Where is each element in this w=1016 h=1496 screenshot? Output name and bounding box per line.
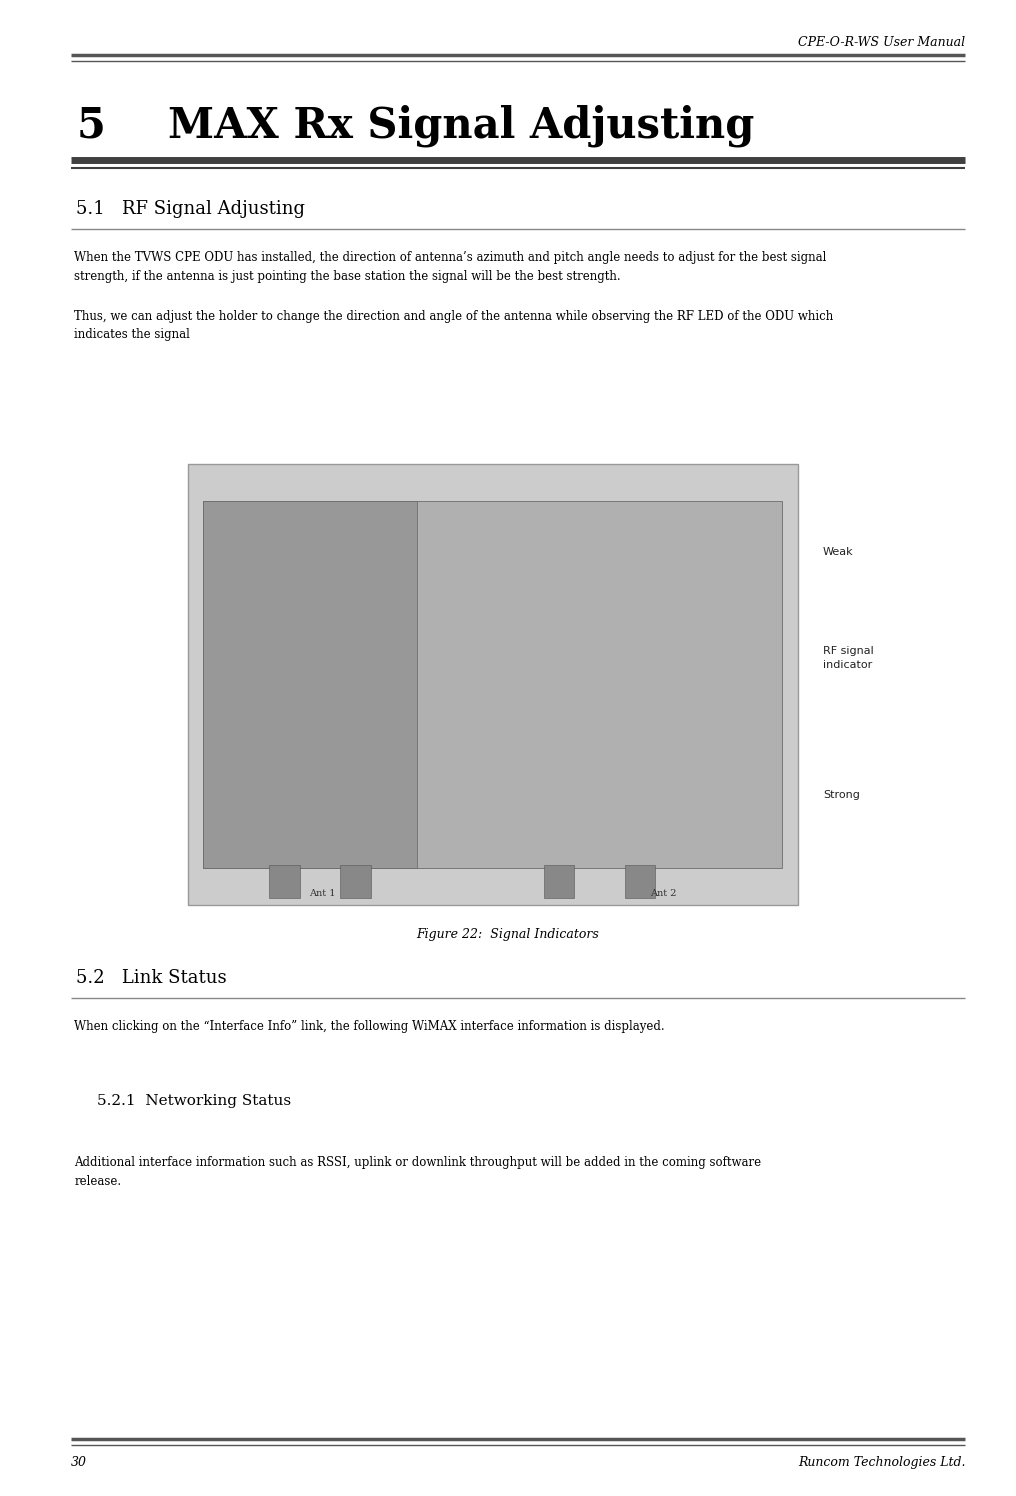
Bar: [269, 865, 300, 898]
Text: Ant 1: Ant 1: [309, 889, 335, 898]
Text: 5.2.1  Networking Status: 5.2.1 Networking Status: [97, 1094, 291, 1107]
Text: Thus, we can adjust the holder to change the direction and angle of the antenna : Thus, we can adjust the holder to change…: [74, 310, 833, 341]
Text: 5.1   RF Signal Adjusting: 5.1 RF Signal Adjusting: [76, 200, 305, 218]
Bar: [203, 501, 417, 868]
Bar: [544, 865, 574, 898]
Text: Figure 22:  Signal Indicators: Figure 22: Signal Indicators: [417, 928, 599, 941]
Text: 30: 30: [71, 1456, 87, 1469]
Text: When clicking on the “Interface Info” link, the following WiMAX interface inform: When clicking on the “Interface Info” li…: [74, 1020, 664, 1034]
Text: When the TVWS CPE ODU has installed, the direction of antenna’s azimuth and pitc: When the TVWS CPE ODU has installed, the…: [74, 251, 827, 283]
Text: Additional interface information such as RSSI, uplink or downlink throughput wil: Additional interface information such as…: [74, 1156, 761, 1188]
Text: CPE-O-R-WS User Manual: CPE-O-R-WS User Manual: [799, 36, 965, 49]
Text: 5: 5: [76, 105, 105, 147]
Text: Weak: Weak: [823, 548, 853, 557]
Text: MAX Rx Signal Adjusting: MAX Rx Signal Adjusting: [168, 105, 754, 147]
Bar: [203, 501, 782, 868]
Text: Runcom Technologies Ltd.: Runcom Technologies Ltd.: [798, 1456, 965, 1469]
Text: RF signal
indicator: RF signal indicator: [823, 646, 874, 670]
Bar: [340, 865, 371, 898]
Text: Ant 2: Ant 2: [650, 889, 677, 898]
Bar: [625, 865, 655, 898]
Text: Strong: Strong: [823, 790, 860, 800]
Text: 5.2   Link Status: 5.2 Link Status: [76, 969, 227, 987]
Bar: [188, 464, 798, 905]
